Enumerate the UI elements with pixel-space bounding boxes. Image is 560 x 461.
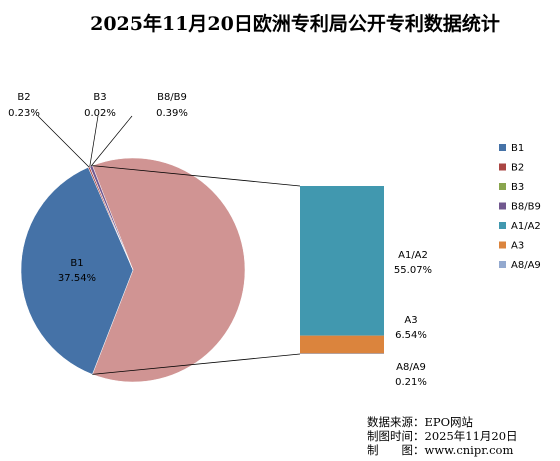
- legend-swatch-b3: [499, 183, 506, 190]
- bar-segment-a1-a2: [300, 186, 384, 336]
- legend-label-b8-b9: B8/B9: [511, 202, 541, 213]
- data-label-a3-name: A3: [404, 315, 417, 326]
- data-label-a8-a9-name: A8/A9: [396, 362, 426, 373]
- data-label-b2-value: 0.23%: [8, 108, 40, 119]
- data-label-b3-name: B3: [93, 92, 106, 103]
- legend-label-b3: B3: [511, 182, 524, 193]
- data-label-a1-a2-name: A1/A2: [398, 250, 428, 261]
- legend-label-b2: B2: [511, 163, 524, 174]
- bar-segment-a3: [300, 336, 384, 354]
- leader-line-b2: [38, 116, 89, 167]
- legend-swatch-a8-a9: [499, 261, 506, 268]
- breakout-bar: [300, 186, 384, 354]
- legend-label-b1: B1: [511, 143, 524, 154]
- legend-swatch-b1: [499, 144, 506, 151]
- legend-swatch-b2: [499, 164, 506, 171]
- data-label-b3-value: 0.02%: [84, 108, 116, 119]
- legend-label-a3: A3: [511, 241, 524, 252]
- legend-swatch-a1-a2: [499, 222, 506, 229]
- data-label-a8-a9-value: 0.21%: [395, 377, 427, 388]
- data-label-a3-value: 6.54%: [395, 330, 427, 341]
- bar-segment-a8-a9: [300, 353, 384, 354]
- data-label-b8-b9-name: B8/B9: [157, 92, 187, 103]
- footer-date: 制图时间：2025年11月20日: [367, 429, 518, 443]
- data-label-b2-name: B2: [17, 92, 30, 103]
- legend-label-a8-a9: A8/A9: [511, 260, 541, 271]
- legend-swatch-b8-b9: [499, 203, 506, 210]
- main-pie: [21, 158, 245, 382]
- footer-source: 数据来源：EPO网站: [367, 415, 474, 429]
- data-label-b1-name: B1: [70, 258, 83, 269]
- legend: B1 B2 B3 B8/B9 A1/A2 A3 A8/A9: [499, 143, 541, 271]
- data-label-b8-b9-value: 0.39%: [156, 108, 188, 119]
- legend-swatch-a3: [499, 242, 506, 249]
- legend-label-a1-a2: A1/A2: [511, 221, 541, 232]
- chart-title: 2025年11月20日欧洲专利局公开专利数据统计: [90, 12, 500, 35]
- footer: 数据来源：EPO网站 制图时间：2025年11月20日 制 图：www.cnip…: [367, 415, 518, 457]
- footer-maker: 制 图：www.cnipr.com: [367, 443, 513, 457]
- data-label-a1-a2-value: 55.07%: [394, 265, 432, 276]
- data-label-b1-value: 37.54%: [58, 273, 96, 284]
